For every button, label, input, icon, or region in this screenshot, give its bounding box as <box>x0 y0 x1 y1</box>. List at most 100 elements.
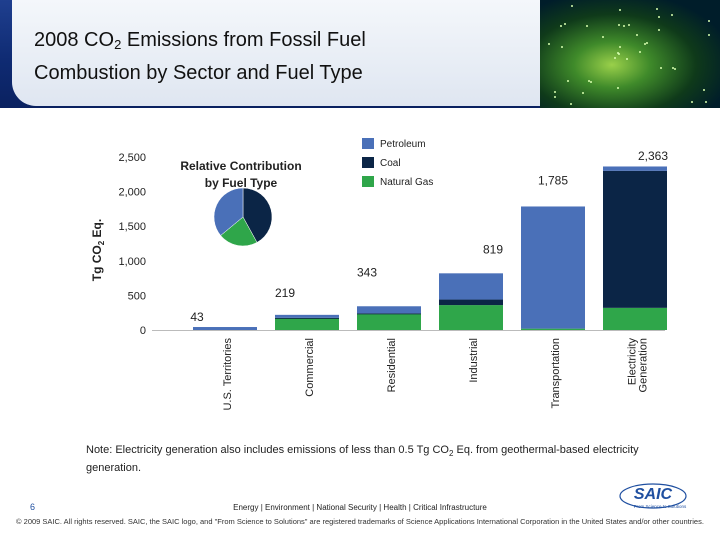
legend-swatch <box>362 157 374 168</box>
bar-segment-petroleum <box>521 206 585 329</box>
fiber-sparkle <box>586 24 589 27</box>
y-axis-title: Tg CO2 Eq. <box>90 219 106 281</box>
fiber-sparkle <box>705 100 708 103</box>
bars <box>193 166 667 330</box>
x-tick-label-line: Electricity <box>627 338 639 386</box>
y-axis-title-sub: 2 <box>97 240 106 245</box>
y-axis: 0 500 1,000 1,500 2,000 2,500 Tg CO2 Eq. <box>90 152 665 337</box>
emissions-chart: 0 500 1,000 1,500 2,000 2,500 Tg CO2 Eq. 43 219… <box>90 138 668 411</box>
y-tick-label: 2,500 <box>118 152 146 164</box>
footer-sectors: Energy | Environment | National Security… <box>233 503 487 512</box>
fiber-sparkle <box>658 16 661 19</box>
x-axis-labels: U.S. Territories Commercial Residential Ind… <box>222 338 650 411</box>
title-subscript: 2 <box>114 37 122 52</box>
fiber-sparkle <box>563 23 566 26</box>
y-tick-label: 0 <box>140 325 146 337</box>
total-label: 1,785 <box>538 173 568 187</box>
title-line1-post: Emissions from Fossil Fuel <box>121 29 366 51</box>
x-tick-label-line: Commercial <box>304 338 316 397</box>
x-tick-label-line: Generation <box>638 338 650 392</box>
fiber-sparkle <box>643 42 646 45</box>
title-line2: Combustion by Sector and Fuel Type <box>34 62 363 84</box>
fiber-sparkle <box>671 66 674 69</box>
title-line1-pre: 2008 CO <box>34 29 115 51</box>
bar-segment-coal <box>439 299 503 306</box>
fiber-sparkle <box>587 79 590 82</box>
bar-segment-natural-gas <box>603 307 667 330</box>
fiber-sparkle <box>673 67 676 70</box>
x-tick-label-line: Residential <box>386 338 398 392</box>
fiber-sparkle <box>627 24 630 27</box>
pie-slice-coal <box>242 187 273 243</box>
x-tick-label: Electricity Generation <box>627 338 650 393</box>
fiber-sparkle <box>548 42 551 45</box>
fiber-sparkle <box>708 33 711 36</box>
bar-segment-petroleum <box>439 273 503 300</box>
x-tick-label: U.S. Territories <box>222 338 234 411</box>
fiber-sparkle <box>590 81 593 84</box>
total-labels: 43 219 343 819 1,785 2,363 <box>190 149 668 324</box>
total-label: 219 <box>275 286 295 300</box>
total-label: 819 <box>483 242 503 256</box>
fiber-sparkle <box>617 51 620 54</box>
y-tick-label: 2,000 <box>118 187 146 199</box>
legend-swatch <box>362 138 374 149</box>
fiber-sparkle <box>618 52 620 55</box>
bar-segment-coal <box>357 313 421 315</box>
logo-tagline: From Science to Solutions <box>634 504 687 509</box>
fiber-sparkle <box>636 34 639 37</box>
saic-logo: SAIC From Science to Solutions <box>619 483 687 509</box>
pie-slice-petroleum <box>213 187 244 236</box>
legend-swatch <box>362 176 374 187</box>
legend-label: Natural Gas <box>380 177 433 188</box>
inset-pie-chart: Relative Contribution by Fuel Type <box>180 159 302 247</box>
x-tick-label: Commercial <box>304 338 316 397</box>
fiber-sparkle <box>638 50 641 53</box>
fiber-sparkle <box>569 102 572 105</box>
footer-copyright: © 2009 SAIC. All rights reserved. SAIC, … <box>16 517 704 526</box>
fiber-optic-image <box>540 0 720 108</box>
fiber-sparkle <box>561 46 564 49</box>
y-axis-title-pre: Tg CO <box>90 245 104 281</box>
fiber-sparkle <box>708 19 711 22</box>
fiber-sparkle <box>622 24 625 27</box>
bar-segment-petroleum <box>603 166 667 171</box>
pie-slice-natural-gas <box>220 216 258 247</box>
bar-segment-coal <box>275 317 339 319</box>
logo-text: SAIC <box>634 486 673 503</box>
total-label: 343 <box>357 265 377 279</box>
bar-segment-petroleum <box>275 314 339 318</box>
x-tick-label: Industrial <box>468 338 480 383</box>
fiber-sparkle <box>626 58 629 61</box>
fiber-sparkle <box>554 96 557 99</box>
pie-title-line2: by Fuel Type <box>205 176 278 190</box>
fiber-sparkle <box>619 45 622 48</box>
bar-segment-petroleum <box>357 306 421 314</box>
fiber-sparkle <box>659 67 662 70</box>
bar-segment-coal <box>603 170 667 308</box>
logo-swoosh <box>619 483 687 509</box>
y-tick-label: 500 <box>128 290 146 302</box>
x-tick-label: Residential <box>386 338 398 392</box>
slide-title: 2008 CO2 Emissions from Fossil Fuel Comb… <box>34 26 554 88</box>
fiber-sparkle <box>571 5 573 8</box>
legend-label: Coal <box>380 158 401 169</box>
note-pre: Note: Electricity generation also includ… <box>86 444 449 456</box>
slide-header <box>0 0 720 108</box>
y-tick-label: 1,500 <box>118 221 146 233</box>
fiber-sparkle <box>658 29 661 32</box>
page-number: 6 <box>30 502 36 512</box>
fiber-sparkle <box>691 100 694 103</box>
fiber-sparkle <box>601 36 604 39</box>
x-tick-label-line: Transportation <box>550 338 562 409</box>
fiber-sparkle <box>618 24 621 27</box>
bar-segment-petroleum <box>193 327 257 330</box>
fiber-sparkle <box>617 87 620 90</box>
fiber-sparkle <box>567 80 570 83</box>
note-subscript: 2 <box>448 449 454 459</box>
fiber-sparkle <box>619 9 622 12</box>
legend: Petroleum Coal Natural Gas <box>362 138 433 188</box>
pie-title-line1: Relative Contribution <box>180 159 301 173</box>
note-post: Eq. from geothermal-based electricity ge… <box>86 444 639 475</box>
fiber-sparkle <box>560 25 563 28</box>
